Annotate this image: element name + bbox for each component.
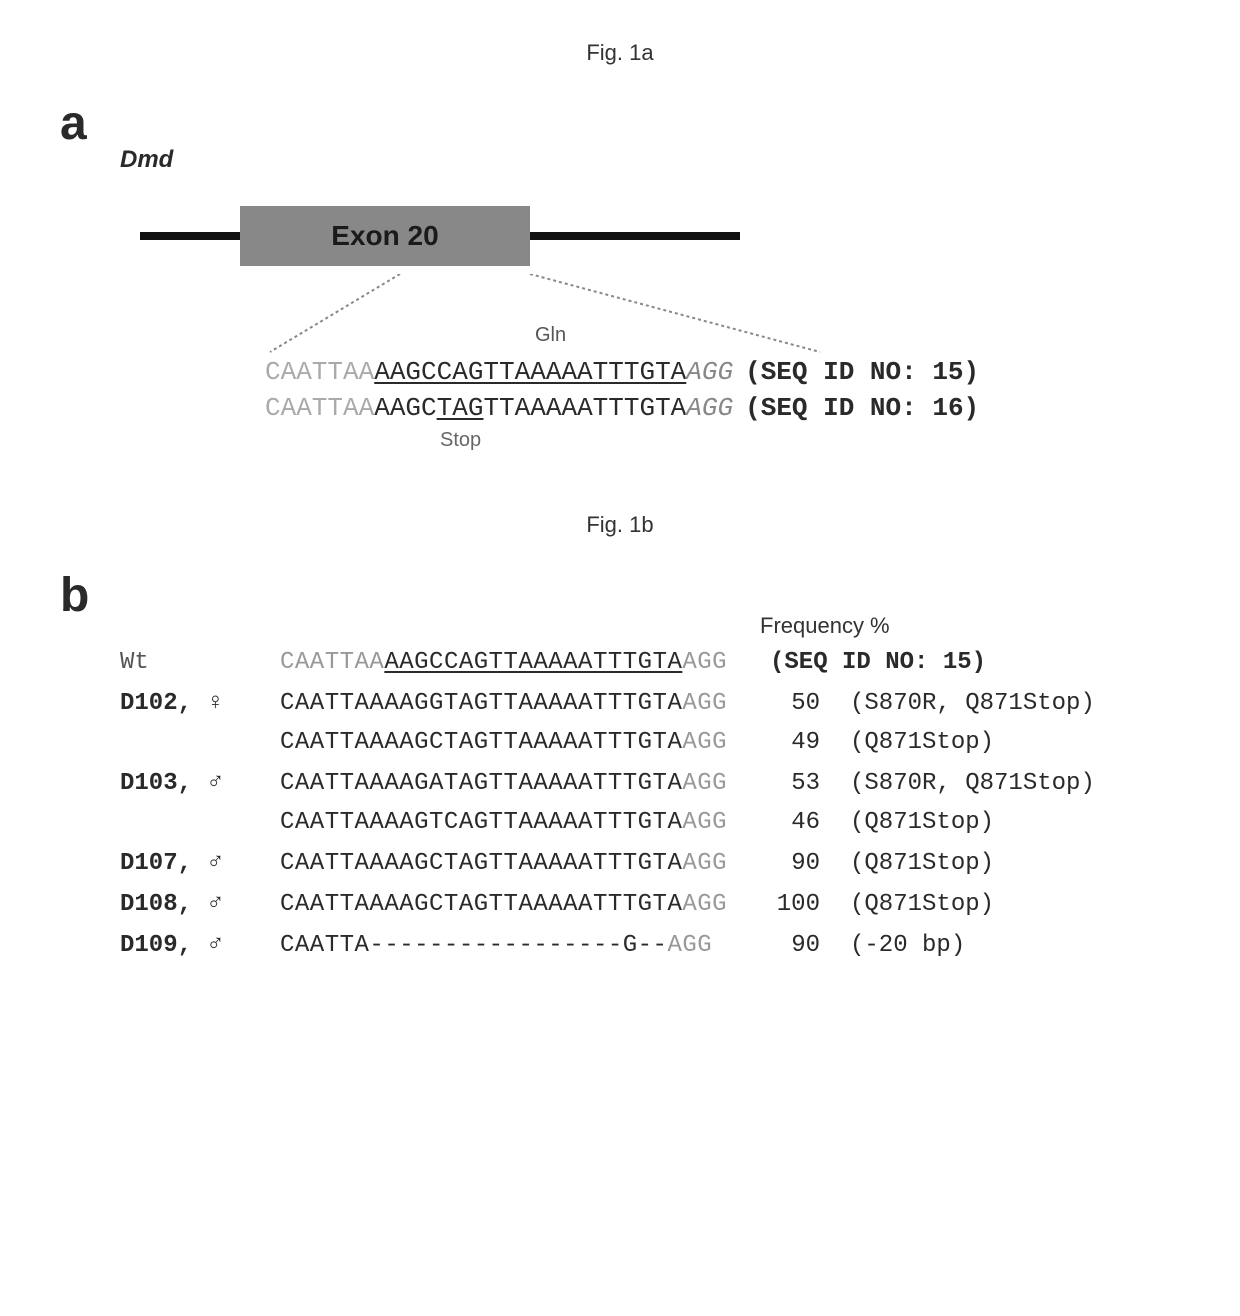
frequency-cell: 90 [740, 850, 820, 877]
table-row: D109, ♂CAATTA-----------------G--AGG90 (-… [120, 930, 1200, 959]
sequence-cell: CAATTAAAAGCTAGTTAAAAATTTGTAAGG [280, 850, 740, 877]
frequency-cell: 49 [740, 729, 820, 756]
seq2-pre: AAGC [374, 390, 436, 426]
frequency-cell: 50 [740, 690, 820, 717]
sequence-cell: CAATTAAAAGATAGTTAAAAATTTGTAAGG [280, 770, 740, 797]
sample-id: D108, ♂ [120, 889, 280, 918]
frequency-cell: 53 [740, 770, 820, 797]
seq-row-2: CAATTAAAAGCTAGTTAAAAATTTGTAAGG (SEQ ID N… [265, 390, 1200, 426]
seq2-post: TTAAAAATTTGTA [483, 390, 686, 426]
sample-id: D109, ♂ [120, 930, 280, 959]
sequence-cell: CAATTAAAAGCTAGTTAAAAATTTGTAAGG [280, 891, 740, 918]
table-row: CAATTAAAAGTCAGTTAAAAATTTGTAAGG46 (Q871Sto… [120, 809, 1200, 836]
sample-id: D103, ♂ [120, 768, 280, 797]
gln-label: Gln [535, 324, 566, 347]
sample-id: D102, ♀ [120, 688, 280, 717]
wt-id: Wt [120, 649, 280, 676]
seq2-stop: TAG [437, 390, 484, 426]
sequence-cell: CAATTA-----------------G--AGG [280, 932, 740, 959]
seq-row-1: CAATTAAAAGCCAGTTAAAAATTTGTAAGG (SEQ ID N… [265, 354, 1200, 390]
wt-seq: CAATTAAAAGCCAGTTAAAAATTTGTAAGG [280, 649, 740, 676]
panel-letter-a: a [60, 96, 1200, 151]
panel-a: Fig. 1a a Dmd Exon 20 Gln CAATTAAAAGCCAG… [40, 40, 1200, 452]
mutation-cell: (S870R, Q871Stop) [850, 690, 1095, 717]
wt-seqid: (SEQ ID NO: 15) [770, 649, 986, 676]
connector-lines: Gln [140, 274, 840, 354]
panel-b: Fig. 1b b Frequency % Wt CAATTAAAAGCCAGT… [40, 512, 1200, 959]
exon-diagram: Exon 20 [140, 194, 740, 274]
sample-id: D107, ♂ [120, 848, 280, 877]
mutation-cell: (Q871Stop) [850, 809, 994, 836]
mutation-cell: (S870R, Q871Stop) [850, 770, 1095, 797]
sequence-cell: CAATTAAAAGCTAGTTAAAAATTTGTAAGG [280, 729, 740, 756]
seq2-id: (SEQ ID NO: 16) [745, 390, 979, 426]
mutation-cell: (-20 bp) [850, 932, 965, 959]
stop-label: Stop [440, 429, 1200, 452]
figure-label-b: Fig. 1b [40, 512, 1200, 538]
frequency-header: Frequency % [760, 613, 1200, 639]
sequence-table: Wt CAATTAAAAGCCAGTTAAAAATTTGTAAGG (SEQ I… [120, 649, 1200, 959]
sequence-cell: CAATTAAAAGGTAGTTAAAAATTTGTAAGG [280, 690, 740, 717]
seq1-prefix: CAATTAA [265, 354, 374, 390]
seq1-main: AAGCCAGTTAAAAATTTGTA [374, 354, 686, 390]
frequency-cell: 46 [740, 809, 820, 836]
figure-label-a: Fig. 1a [40, 40, 1200, 66]
table-row: CAATTAAAAGCTAGTTAAAAATTTGTAAGG49 (Q871Sto… [120, 729, 1200, 756]
mutation-cell: (Q871Stop) [850, 891, 994, 918]
frequency-cell: 90 [740, 932, 820, 959]
mutation-cell: (Q871Stop) [850, 729, 994, 756]
exon-box: Exon 20 [240, 206, 530, 266]
frequency-cell: 100 [740, 891, 820, 918]
seq1-id: (SEQ ID NO: 15) [745, 354, 979, 390]
mutation-cell: (Q871Stop) [850, 850, 994, 877]
gene-name: Dmd [120, 146, 1200, 174]
table-row: D103, ♂CAATTAAAAGATAGTTAAAAATTTGTAAGG53 (… [120, 768, 1200, 797]
table-row: D102, ♀CAATTAAAAGGTAGTTAAAAATTTGTAAGG50 (… [120, 688, 1200, 717]
sequence-cell: CAATTAAAAGTCAGTTAAAAATTTGTAAGG [280, 809, 740, 836]
seq2-prefix: CAATTAA [265, 390, 374, 426]
table-row: D107, ♂CAATTAAAAGCTAGTTAAAAATTTGTAAGG90 (… [120, 848, 1200, 877]
sequences-panel-a: CAATTAAAAGCCAGTTAAAAATTTGTAAGG (SEQ ID N… [265, 354, 1200, 427]
table-row: D108, ♂CAATTAAAAGCTAGTTAAAAATTTGTAAGG100… [120, 889, 1200, 918]
seq2-suffix: AGG [686, 390, 733, 426]
seq1-suffix: AGG [686, 354, 733, 390]
wt-row: Wt CAATTAAAAGCCAGTTAAAAATTTGTAAGG (SEQ I… [120, 649, 1200, 676]
